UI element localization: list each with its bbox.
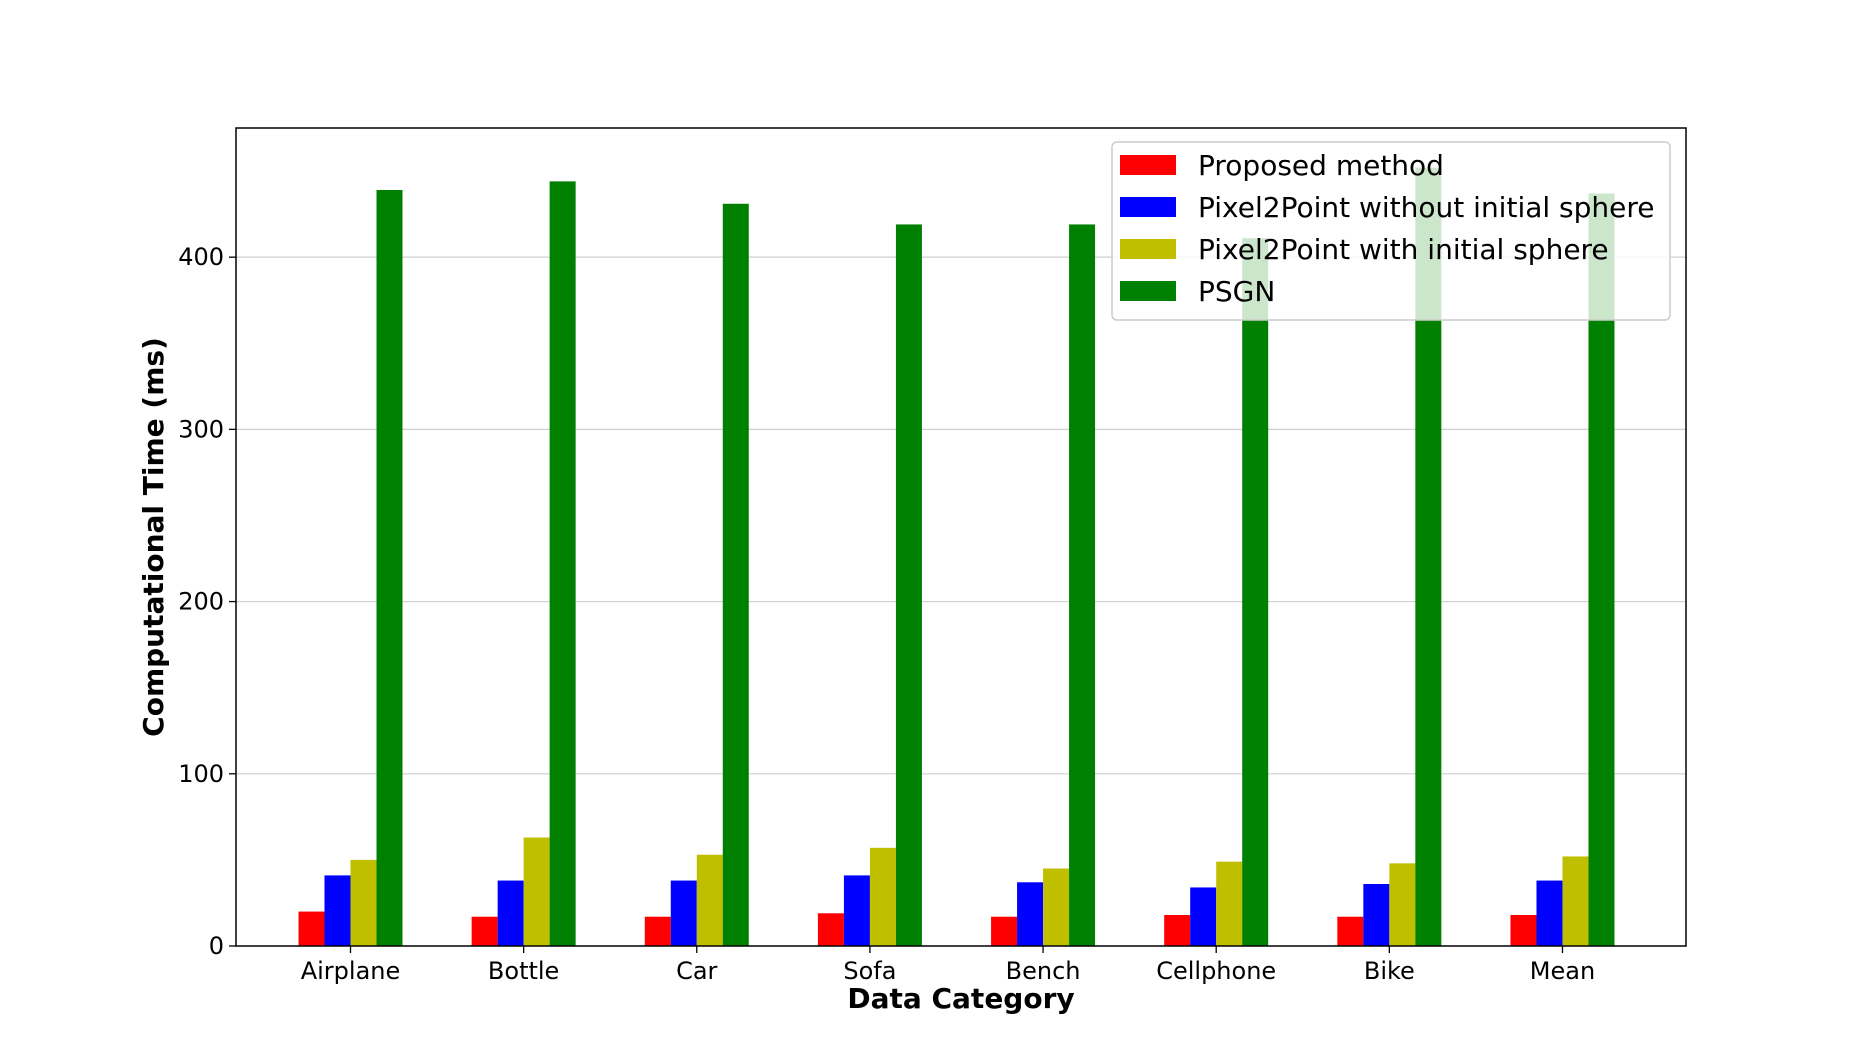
bar-pixel2point-with-initial-sphere-bottle	[523, 837, 550, 946]
bar-pixel2point-with-initial-sphere-bench	[1043, 868, 1070, 946]
bar-proposed-method-airplane	[298, 911, 325, 946]
bar-pixel2point-with-initial-sphere-airplane	[350, 859, 377, 946]
legend-swatch	[1120, 197, 1176, 217]
legend-label: Pixel2Point with initial sphere	[1198, 233, 1609, 266]
bar-proposed-method-car	[644, 916, 671, 946]
x-tick-label: Bike	[1364, 957, 1415, 985]
bar-pixel2point-without-initial-sphere-bike	[1363, 884, 1390, 946]
bar-pixel2point-without-initial-sphere-airplane	[324, 875, 351, 946]
bar-proposed-method-mean	[1510, 915, 1537, 946]
legend-label: Pixel2Point without initial sphere	[1198, 191, 1655, 224]
legend-swatch	[1120, 239, 1176, 259]
bar-pixel2point-with-initial-sphere-bike	[1389, 863, 1416, 946]
bar-pixel2point-with-initial-sphere-mean	[1562, 856, 1589, 946]
bar-pixel2point-without-initial-sphere-bench	[1017, 882, 1044, 946]
y-tick-label: 300	[178, 415, 224, 443]
y-axis-title: Computational Time (ms)	[137, 337, 170, 737]
bar-proposed-method-bike	[1337, 916, 1364, 946]
bar-pixel2point-without-initial-sphere-mean	[1536, 880, 1563, 946]
y-tick-label: 400	[178, 243, 224, 271]
bar-psgn-car	[722, 203, 749, 946]
y-axis-ticks: 0 100 200 300 400	[178, 243, 236, 960]
bar-pixel2point-without-initial-sphere-cellphone	[1190, 887, 1217, 946]
x-tick-label: Cellphone	[1156, 957, 1276, 985]
legend-box	[1111, 141, 1671, 321]
bar-proposed-method-sofa	[817, 913, 844, 946]
x-tick-label: Sofa	[843, 957, 896, 985]
x-tick-label: Car	[676, 957, 717, 985]
bar-proposed-method-bottle	[471, 916, 498, 946]
y-tick-label: 200	[178, 588, 224, 616]
bar-pixel2point-without-initial-sphere-bottle	[497, 880, 524, 946]
plot-area-frame	[235, 127, 1687, 947]
bar-psgn-airplane	[376, 189, 403, 946]
x-tick-label: Bottle	[488, 957, 559, 985]
y-tick-label: 100	[178, 760, 224, 788]
bar-proposed-method-cellphone	[1164, 915, 1191, 946]
legend: Proposed method Pixel2Point without initi…	[1111, 141, 1671, 321]
bars	[298, 167, 1615, 947]
legend-swatch	[1120, 281, 1176, 301]
x-tick-label: Airplane	[301, 957, 401, 985]
bar-psgn-bench	[1069, 224, 1096, 947]
bar-proposed-method-bench	[991, 916, 1018, 946]
gridlines	[236, 256, 1686, 775]
legend-swatch	[1120, 155, 1176, 175]
bar-psgn-sofa	[895, 224, 922, 947]
bar-pixel2point-without-initial-sphere-car	[670, 880, 697, 946]
x-axis-ticks: Airplane Bottle Car Sofa Bench Cellphone Bike M…	[301, 946, 1595, 985]
bar-pixel2point-with-initial-sphere-sofa	[869, 847, 896, 946]
bar-pixel2point-with-initial-sphere-cellphone	[1216, 861, 1243, 946]
bar-psgn-cellphone	[1242, 238, 1269, 947]
y-tick-label: 0	[209, 932, 224, 960]
x-tick-label: Mean	[1530, 957, 1595, 985]
legend-label: Proposed method	[1198, 149, 1444, 182]
bar-psgn-bottle	[549, 181, 576, 947]
x-tick-label: Bench	[1006, 957, 1081, 985]
legend-label: PSGN	[1198, 275, 1275, 308]
bar-pixel2point-with-initial-sphere-car	[696, 854, 723, 946]
bar-pixel2point-without-initial-sphere-sofa	[843, 875, 870, 946]
x-axis-title: Data Category	[847, 982, 1074, 1015]
